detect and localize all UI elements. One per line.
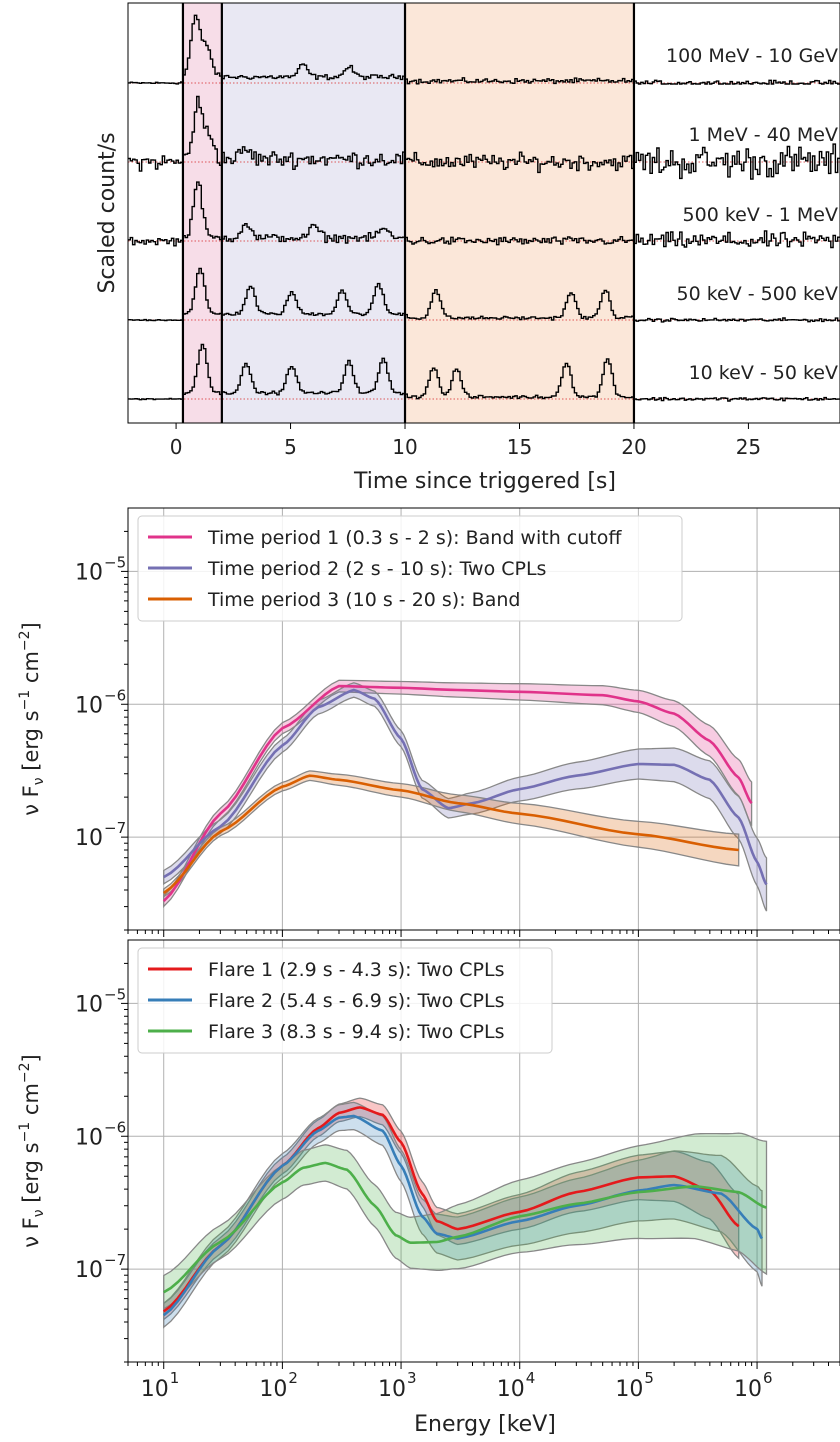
light-curve-x-ticks: 0 5 10 15 20 25 bbox=[170, 423, 761, 459]
x-tick-label: 25 bbox=[736, 435, 761, 459]
sed-time-periods-panel: 10−510−610−7 ν Fν [erg s−1 cm−2] Time pe… bbox=[17, 507, 840, 937]
light-curve-3 bbox=[128, 181, 840, 249]
y-tick-label: 10 bbox=[75, 560, 103, 585]
x-tick-label: 10 bbox=[259, 1377, 287, 1402]
sed-flares-legend: Flare 1 (2.9 s - 4.3 s): Two CPLs Flare 2… bbox=[137, 947, 553, 1054]
y-tick-label: 10 bbox=[75, 826, 103, 851]
y-tick-exponent: −7 bbox=[104, 819, 126, 837]
sed-flares-series bbox=[162, 1097, 768, 1329]
legend-box bbox=[137, 947, 553, 1054]
model-curve-2 bbox=[163, 688, 768, 886]
sed-flares-x-label: Energy [keV] bbox=[414, 1412, 556, 1437]
x-tick-exponent: 2 bbox=[288, 1369, 298, 1387]
x-tick-exponent: 4 bbox=[526, 1369, 536, 1387]
light-curve-2 bbox=[128, 95, 840, 180]
model-curve-1 bbox=[162, 684, 753, 903]
light-curve-y-label: Scaled count/s bbox=[95, 132, 120, 293]
light-curve-1 bbox=[128, 14, 840, 85]
x-tick-exponent: 3 bbox=[407, 1369, 417, 1387]
legend-label-1: Time period 1 (0.3 s - 2 s): Band with c… bbox=[207, 527, 622, 549]
light-curve-panel: 100 MeV - 10 GeV 1 MeV - 40 MeV 500 keV - … bbox=[95, 2, 840, 494]
legend-label-1: Flare 1 (2.9 s - 4.3 s): Two CPLs bbox=[208, 959, 505, 981]
time-period-boundaries bbox=[181, 3, 636, 423]
energy-band-label-3: 500 keV - 1 MeV bbox=[683, 204, 838, 226]
energy-band-labels: 100 MeV - 10 GeV 1 MeV - 40 MeV 500 keV - … bbox=[666, 45, 838, 384]
model-curve-2 bbox=[162, 1114, 764, 1317]
y-tick-label: 10 bbox=[75, 1125, 103, 1150]
y-tick-label: 10 bbox=[75, 1258, 103, 1283]
sed-time-periods-series bbox=[162, 679, 768, 912]
time-period-band-2 bbox=[221, 3, 406, 423]
legend-box bbox=[137, 515, 683, 622]
sed-flares-panel: 10 −510 −610 −710 1 10 2 10 3 10 4 10 5 10 6 ν Fν [erg… bbox=[17, 939, 840, 1437]
energy-band-label-4: 50 keV - 500 keV bbox=[677, 283, 838, 305]
legend-label-2: Flare 2 (5.4 s - 6.9 s): Two CPLs bbox=[208, 990, 505, 1012]
x-tick-label: 10 bbox=[392, 435, 417, 459]
sed-flares-y-label: ν Fν [erg s−1 cm−2] bbox=[17, 1054, 47, 1248]
y-axis-label: ν Fν [erg s−1 cm−2] bbox=[17, 622, 47, 816]
sed-time-periods-y-label: ν Fν [erg s−1 cm−2] bbox=[17, 622, 47, 816]
legend-label-3: Flare 3 (8.3 s - 9.4 s): Two CPLs bbox=[208, 1021, 505, 1043]
y-tick-exponent: −6 bbox=[104, 686, 126, 704]
model-curve-3 bbox=[163, 1161, 767, 1294]
light-curve-x-label: Time since triggered [s] bbox=[353, 469, 616, 494]
x-tick-label: 20 bbox=[621, 435, 646, 459]
time-period-bands bbox=[182, 3, 634, 423]
x-tick-label: 5 bbox=[284, 435, 297, 459]
y-tick-exponent: −5 bbox=[104, 985, 126, 1003]
legend-label-2: Time period 2 (2 s - 10 s): Two CPLs bbox=[207, 558, 546, 580]
uncertainty-band-3 bbox=[163, 1132, 768, 1310]
x-tick-exponent: 6 bbox=[763, 1369, 773, 1387]
energy-band-label-5: 10 keV - 50 keV bbox=[689, 362, 838, 384]
light-curve-4 bbox=[128, 267, 840, 323]
light-curve-series bbox=[128, 14, 840, 402]
energy-band-label-2: 1 MeV - 40 MeV bbox=[689, 124, 838, 146]
uncertainty-band-2 bbox=[163, 682, 768, 912]
y-tick-label: 10 bbox=[75, 992, 103, 1017]
x-tick-label: 0 bbox=[170, 435, 183, 459]
time-period-band-1 bbox=[182, 3, 222, 423]
energy-band-label-1: 100 MeV - 10 GeV bbox=[666, 45, 838, 67]
x-tick-label: 10 bbox=[141, 1377, 169, 1402]
y-tick-label: 10 bbox=[75, 693, 103, 718]
uncertainty-band-1 bbox=[163, 679, 753, 909]
sed-flares-ticks: 10 −510 −610 −710 1 10 2 10 3 10 4 10 5 10 6 bbox=[75, 962, 840, 1402]
y-axis-label: ν Fν [erg s−1 cm−2] bbox=[17, 1054, 47, 1248]
x-tick-label: 10 bbox=[615, 1377, 643, 1402]
uncertainty-band-1 bbox=[163, 1097, 740, 1321]
x-tick-label: 10 bbox=[497, 1377, 525, 1402]
light-curve-axes-frame bbox=[127, 2, 840, 424]
y-tick-exponent: −6 bbox=[104, 1118, 126, 1136]
y-tick-exponent: −5 bbox=[104, 553, 126, 571]
x-tick-label: 15 bbox=[507, 435, 532, 459]
x-tick-exponent: 1 bbox=[170, 1369, 180, 1387]
y-tick-exponent: −7 bbox=[104, 1251, 126, 1269]
legend-label-3: Time period 3 (10 s - 20 s): Band bbox=[207, 589, 520, 611]
time-period-band-3 bbox=[405, 3, 634, 423]
x-tick-exponent: 5 bbox=[644, 1369, 654, 1387]
x-tick-label: 10 bbox=[734, 1377, 762, 1402]
light-curve-5 bbox=[128, 343, 840, 402]
model-curve-3 bbox=[162, 774, 739, 895]
sed-time-periods-legend: Time period 1 (0.3 s - 2 s): Band with c… bbox=[137, 515, 683, 622]
sed-time-periods-ticks: 10−510−610−7 bbox=[75, 530, 840, 937]
x-tick-label: 10 bbox=[378, 1377, 406, 1402]
